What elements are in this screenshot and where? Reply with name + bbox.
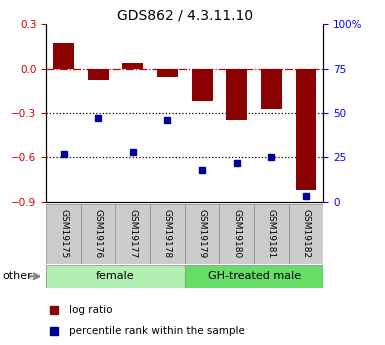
Bar xyxy=(116,204,150,264)
Title: GDS862 / 4.3.11.10: GDS862 / 4.3.11.10 xyxy=(117,9,253,23)
Bar xyxy=(192,69,213,101)
Bar xyxy=(157,69,178,78)
Bar xyxy=(219,204,254,264)
Bar xyxy=(296,69,316,190)
Text: GSM19177: GSM19177 xyxy=(128,209,137,258)
Bar xyxy=(289,204,323,264)
Bar xyxy=(185,204,219,264)
Bar xyxy=(226,69,247,120)
Bar xyxy=(185,265,323,288)
Text: GSM19176: GSM19176 xyxy=(94,209,103,258)
Bar xyxy=(81,204,116,264)
Bar xyxy=(122,63,143,69)
Text: other: other xyxy=(2,272,32,281)
Bar xyxy=(254,204,289,264)
Bar xyxy=(53,43,74,69)
Text: GSM19175: GSM19175 xyxy=(59,209,68,258)
Bar xyxy=(46,265,185,288)
Text: log ratio: log ratio xyxy=(69,305,113,315)
Bar xyxy=(261,69,282,109)
Bar xyxy=(150,204,185,264)
Text: GH-treated male: GH-treated male xyxy=(208,272,301,281)
Text: GSM19181: GSM19181 xyxy=(267,209,276,258)
Text: GSM19179: GSM19179 xyxy=(198,209,207,258)
Text: GSM19180: GSM19180 xyxy=(232,209,241,258)
Bar xyxy=(46,204,81,264)
Bar xyxy=(88,69,109,80)
Text: GSM19178: GSM19178 xyxy=(163,209,172,258)
Text: GSM19182: GSM19182 xyxy=(301,209,311,258)
Text: female: female xyxy=(96,272,135,281)
Text: percentile rank within the sample: percentile rank within the sample xyxy=(69,326,245,336)
